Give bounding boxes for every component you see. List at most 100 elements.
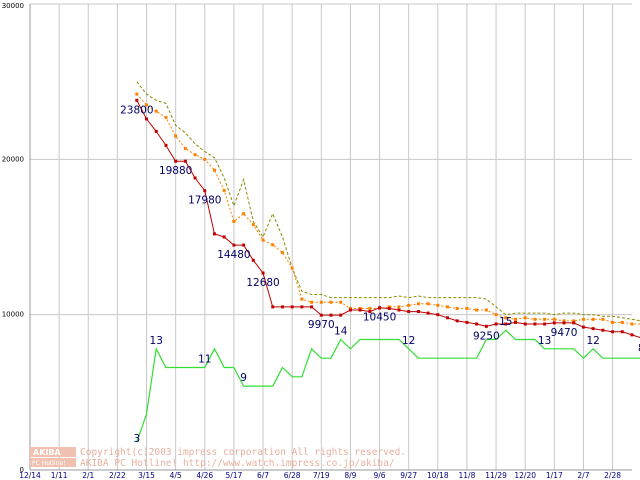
data-label: 19880 xyxy=(159,165,192,177)
series-shop-count-line xyxy=(136,329,640,443)
watermark-logo-sub: PC Hotline! xyxy=(32,460,65,467)
watermark: AKIBA PC Hotline! Copyright(c)2003 impre… xyxy=(30,447,406,469)
series-min-price-point xyxy=(174,159,178,163)
series-average-price-point xyxy=(251,223,255,227)
x-tick-label: 1/17 xyxy=(546,471,563,480)
point-labels-layer: 23800 19880 17980 14480 12680 9970 10450 9250 94… xyxy=(120,104,640,445)
data-label: 9250 xyxy=(473,330,500,342)
data-label: 14 xyxy=(334,326,348,338)
series-min-price-point xyxy=(436,313,440,317)
series-average-price-line xyxy=(136,93,640,325)
series-min-price-point xyxy=(446,316,450,320)
series-average-price-point xyxy=(145,103,149,107)
series-average-price-point xyxy=(232,219,236,223)
series-average-price-point xyxy=(523,316,527,320)
x-tick-label: 2/1 xyxy=(82,471,94,480)
series-average-price-point xyxy=(513,317,517,321)
series-average-price-point xyxy=(174,134,178,138)
series-min-price-point xyxy=(572,321,576,325)
series-min-price-point xyxy=(319,313,323,317)
series-average-price-point xyxy=(154,109,158,113)
series-min-price-point xyxy=(164,143,168,147)
data-label: 14480 xyxy=(217,249,250,261)
y-tick-label: 0 xyxy=(20,466,24,474)
series-min-price-point xyxy=(280,305,284,309)
x-tick-label: 12/20 xyxy=(514,471,536,480)
series-min-price-point xyxy=(378,306,382,310)
data-label: 23800 xyxy=(120,104,153,116)
x-tick-label: 9/6 xyxy=(374,471,386,480)
series-average-price-point xyxy=(290,266,294,270)
series-average-price-point xyxy=(348,306,352,310)
series-average-price-point xyxy=(620,320,624,324)
data-label: 12680 xyxy=(246,277,279,289)
series-min-price-point xyxy=(203,189,207,193)
y-tick-label: 30000 xyxy=(2,2,24,10)
series-min-price-point xyxy=(484,324,488,328)
series-average-price-point xyxy=(193,153,197,157)
series-min-price-point xyxy=(271,305,275,309)
series-min-price-point xyxy=(426,311,430,315)
series-average-price-point xyxy=(135,92,139,96)
series-average-price-point xyxy=(407,303,411,307)
x-tick-label: 1/11 xyxy=(51,471,68,480)
data-label: 17980 xyxy=(188,195,221,207)
y-tick-label: 20000 xyxy=(2,155,24,163)
x-tick-label: 2/28 xyxy=(604,471,621,480)
x-tick-label: 6/7 xyxy=(257,471,269,480)
series-min-price-point xyxy=(562,321,566,325)
data-label: 11 xyxy=(198,353,211,365)
series-min-price-point xyxy=(300,305,304,309)
series-min-price-point xyxy=(387,306,391,310)
series-min-price-point xyxy=(310,305,314,309)
data-label: 9470 xyxy=(551,327,578,339)
series-min-price-point xyxy=(339,313,343,317)
series-average-price-point xyxy=(630,322,634,326)
x-tick-label: 2/7 xyxy=(577,471,589,480)
data-label: 3 xyxy=(133,433,140,445)
series-min-price-point xyxy=(232,243,236,247)
x-tick-label: 9/27 xyxy=(400,471,417,480)
x-tick-label: 12/14 xyxy=(19,471,41,480)
series-average-price-point xyxy=(484,308,488,312)
series-average-price-point xyxy=(504,316,508,320)
series-min-price-point xyxy=(601,328,605,332)
series-min-price-point xyxy=(348,308,352,312)
series-min-price-point xyxy=(513,320,517,324)
series-min-price-point xyxy=(504,322,508,326)
series-min-price-point xyxy=(212,232,216,236)
series-average-price-point xyxy=(358,306,362,310)
series-average-price-point xyxy=(494,313,498,317)
series-average-price-point xyxy=(368,306,372,310)
series-min-price-point xyxy=(494,322,498,326)
series-min-price-point xyxy=(368,310,372,314)
series-min-price-point xyxy=(630,333,634,337)
series-layer xyxy=(135,81,640,443)
x-tick-label: 6/28 xyxy=(284,471,301,480)
series-average-price-point xyxy=(397,305,401,309)
series-min-price-point xyxy=(543,322,547,326)
x-tick-label: 8/9 xyxy=(344,471,356,480)
series-average-price-point xyxy=(310,300,314,304)
series-average-price-point xyxy=(426,302,430,306)
series-average-price-point xyxy=(242,212,246,216)
series-average-price-point xyxy=(533,317,537,321)
series-min-price-point xyxy=(416,310,420,314)
series-average-price-point xyxy=(222,188,226,192)
series-average-price-point xyxy=(339,300,343,304)
series-min-price-point xyxy=(290,305,294,309)
x-tick-label: 5/17 xyxy=(225,471,242,480)
x-tick-label: 2/22 xyxy=(109,471,126,480)
series-min-price-point xyxy=(523,322,527,326)
series-average-price-point xyxy=(446,305,450,309)
watermark-url: AKIBA PC Hotline! http://www.watch.impre… xyxy=(80,458,395,469)
series-average-price-point xyxy=(203,157,207,161)
series-min-price-point xyxy=(407,310,411,314)
series-average-price-point xyxy=(280,251,284,255)
series-min-price-point xyxy=(475,322,479,326)
series-average-price-point xyxy=(183,146,187,150)
series-average-price-point xyxy=(543,317,547,321)
series-min-price-point xyxy=(145,117,149,121)
